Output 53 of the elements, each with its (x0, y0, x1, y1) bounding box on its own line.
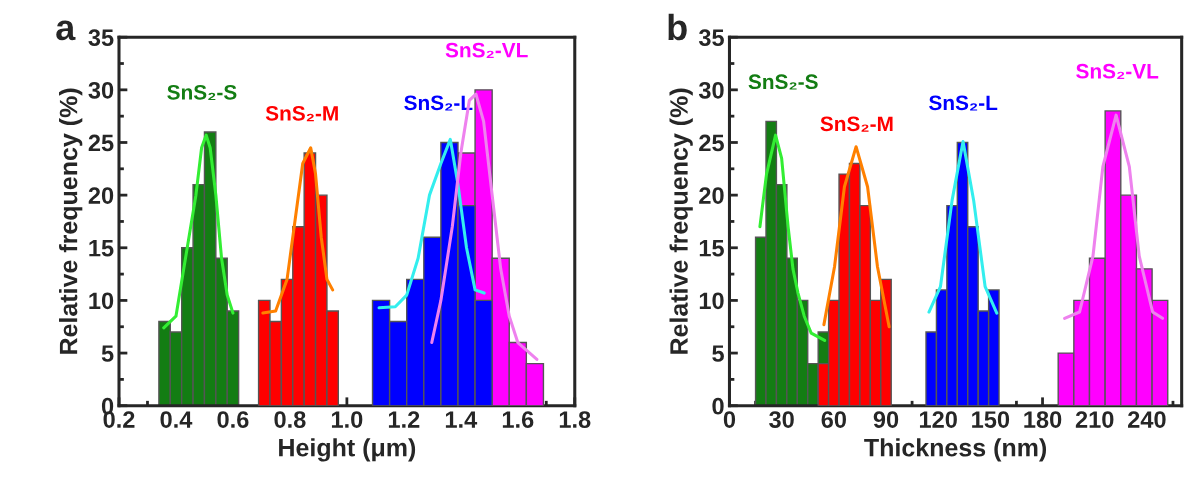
x-tick-label: 0.6 (217, 411, 249, 428)
y-tick-label: 35 (88, 29, 114, 47)
y-axis-title: Relative frequency (%) (669, 88, 693, 354)
line-series (927, 139, 999, 315)
x-tick-label: 0.8 (274, 411, 306, 428)
y-tick-label: 25 (699, 134, 724, 152)
x-tick-label: 0 (723, 411, 736, 428)
x-tick-label: 90 (873, 411, 899, 428)
x-axis-title: Thickness (nm) (864, 438, 1047, 462)
line-series (377, 137, 486, 310)
line-series (822, 145, 891, 329)
series-label: SnS₂-M (265, 105, 338, 122)
series-label: SnS₂-VL (1076, 63, 1159, 80)
x-axis-title: Height (μm) (279, 438, 416, 462)
y-tick-label: 10 (699, 292, 724, 310)
x-tick-label: 120 (919, 411, 957, 428)
series-label: SnS₂-S (167, 84, 237, 101)
line-series (1063, 113, 1165, 320)
x-tick-label: 1.4 (445, 411, 478, 428)
line-series (758, 133, 827, 342)
x-tick-label: 1.6 (502, 411, 534, 428)
series-label: SnS₂-VL (445, 42, 528, 58)
x-tick-label: 210 (1075, 411, 1114, 428)
x-tick-label: 150 (972, 411, 1010, 428)
y-axis-title: Relative frequency (%) (59, 88, 83, 354)
chart-title: a (56, 20, 76, 41)
line-series (261, 146, 335, 315)
x-tick-label: 1.8 (559, 411, 591, 428)
chart-title: b (668, 13, 687, 41)
x-tick-label: 240 (1128, 411, 1166, 428)
y-tick-label: 25 (88, 134, 114, 152)
series-label: SnS₂-L (404, 95, 473, 111)
y-tick-label: 15 (699, 240, 724, 257)
x-tick-label: 30 (769, 411, 794, 428)
y-tick-label: 20 (88, 187, 114, 204)
x-tick-label: 1.0 (331, 411, 363, 428)
line-series (162, 133, 235, 330)
series-label: SnS₂-L (929, 95, 998, 111)
series-label: SnS₂-S (748, 74, 818, 90)
y-tick-label: 30 (698, 81, 724, 99)
x-tick-label: 60 (821, 411, 846, 428)
y-tick-label: 0 (712, 397, 724, 415)
y-tick-label: 20 (699, 187, 724, 204)
y-tick-label: 35 (698, 29, 724, 47)
x-tick-label: 1.2 (388, 411, 420, 428)
y-tick-label: 5 (101, 345, 114, 362)
y-tick-label: 10 (89, 292, 114, 310)
series-label: SnS₂-M (820, 116, 893, 132)
x-tick-label: 0.4 (160, 411, 193, 428)
x-tick-label: 180 (1024, 411, 1062, 428)
y-tick-label: 15 (89, 240, 114, 257)
y-tick-label: 5 (712, 345, 724, 362)
y-tick-label: 30 (88, 81, 114, 99)
